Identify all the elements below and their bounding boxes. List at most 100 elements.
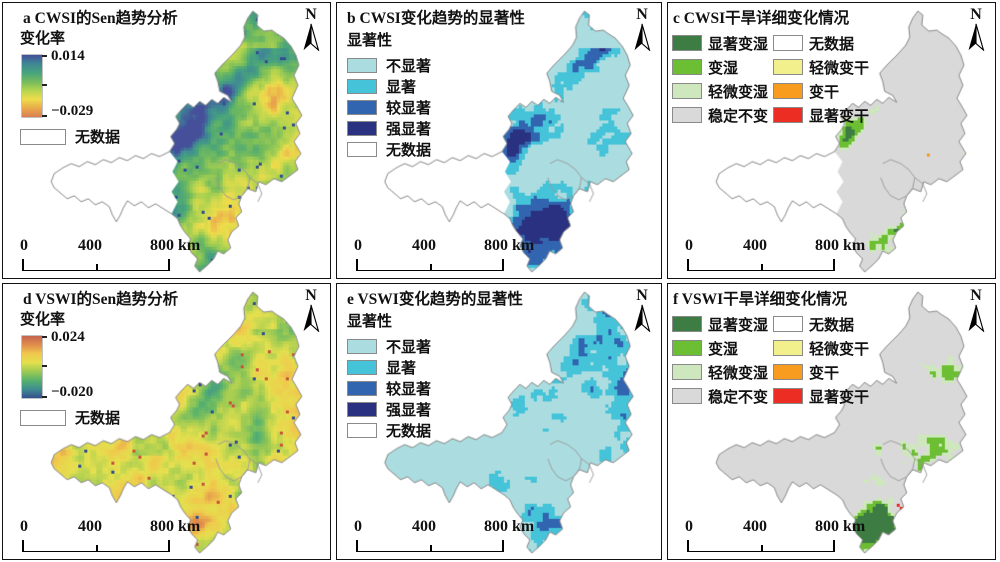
panel-title: b CWSI变化趋势的显著性	[347, 10, 525, 27]
legend-row: 变湿	[672, 55, 773, 79]
scale-label-400: 400	[412, 237, 436, 254]
legend-label: 显著	[386, 361, 417, 377]
legend-label: 显著变湿	[708, 317, 769, 334]
scale-bar: 0 400 800 km	[16, 237, 216, 273]
scale-label-800km: 800 km	[150, 518, 201, 535]
scale-bar: 0 400 800 km	[350, 237, 550, 273]
legend-swatch	[347, 121, 377, 136]
colorbar-tick	[42, 115, 47, 117]
legend-label: 无数据	[386, 143, 432, 159]
scale-label-0: 0	[20, 237, 28, 254]
panel-b-cwsi-significance: b CWSI变化趋势的显著性 显著性 不显著 显著 较显著 强显著 无数据 N …	[336, 2, 662, 279]
scale-label-800km: 800 km	[484, 518, 535, 535]
legend-row: 无数据	[347, 420, 431, 441]
legend-row: 强显著	[347, 399, 431, 420]
colorbar-title: 变化率	[20, 31, 66, 47]
legend-row: 强显著	[347, 118, 431, 139]
colorbar-tick	[42, 396, 47, 398]
legend-swatch	[773, 83, 804, 99]
scale-bar-mid-tick	[96, 264, 98, 270]
legend-row: 变湿	[672, 336, 773, 360]
legend-swatch	[347, 79, 377, 94]
legend-swatch	[672, 316, 702, 332]
no-data-swatch	[20, 409, 66, 426]
scale-label-0: 0	[20, 518, 28, 535]
legend-label: 显著变湿	[708, 36, 769, 53]
map-canvas-cwsi-detail	[668, 3, 995, 278]
legend-swatch	[347, 142, 377, 157]
significance-legend: 显著性 不显著 显著 较显著 强显著 无数据	[347, 310, 431, 441]
scale-label-0: 0	[685, 237, 693, 254]
scale-label-400: 400	[78, 518, 102, 535]
north-arrow-icon	[303, 304, 320, 332]
legend-label: 无数据	[809, 36, 855, 53]
detail-legend-right-column: 无数据 轻微变干 变干 显著变干	[773, 312, 874, 408]
legend-swatch	[347, 402, 377, 417]
colorbar-body: 0.014 −0.029	[20, 48, 150, 119]
legend-row: 显著变干	[773, 384, 874, 408]
scale-label-0: 0	[685, 518, 693, 535]
legend-row: 显著变湿	[672, 312, 773, 336]
legend-swatch	[773, 107, 804, 123]
panel-d-vswi-sen-trend: d VSWI的Sen趋势分析 变化率 0.024 −0.020 无数据 N	[2, 283, 331, 560]
north-label: N	[970, 6, 982, 23]
legend-swatch	[347, 381, 377, 396]
legend-row: 较显著	[347, 97, 431, 118]
legend-swatch	[347, 58, 377, 73]
north-arrow-icon	[303, 23, 320, 51]
scale-label-400: 400	[743, 237, 767, 254]
legend-title: 显著性	[347, 314, 393, 330]
scale-bar: 0 400 800 km	[681, 518, 881, 554]
legend-row: 轻微变湿	[672, 360, 773, 384]
legend-label: 轻微变湿	[708, 365, 769, 382]
detail-legend-left-column: 显著变湿 变湿 轻微变湿 稳定不变	[672, 312, 773, 408]
north-arrow-icon	[634, 304, 651, 332]
legend-swatch	[672, 107, 702, 123]
no-data-label: 无数据	[75, 130, 121, 146]
legend-swatch	[347, 360, 377, 375]
detail-legend-right-column: 无数据 轻微变干 变干 显著变干	[773, 31, 874, 127]
legend-label: 不显著	[386, 340, 432, 356]
legend-swatch	[773, 35, 804, 51]
legend-row: 不显著	[347, 55, 431, 76]
scale-bar-line	[356, 539, 504, 552]
north-label: N	[305, 287, 317, 304]
legend-label: 显著变干	[809, 389, 870, 406]
no-data-row: 无数据	[20, 126, 150, 147]
legend-label: 变干	[809, 84, 840, 101]
colorbar-min-value: −0.029	[51, 103, 94, 119]
detail-legend-left-column: 显著变湿 变湿 轻微变湿 稳定不变	[672, 31, 773, 127]
legend-label: 无数据	[809, 317, 855, 334]
legend-row: 显著	[347, 357, 431, 378]
north-label: N	[305, 6, 317, 23]
legend-swatch	[773, 59, 804, 75]
colorbar-tick	[42, 365, 47, 367]
legend-swatch	[773, 340, 804, 356]
legend-title: 显著性	[347, 33, 393, 49]
map-canvas-cwsi-significance	[337, 3, 661, 278]
panel-a-cwsi-sen-trend: a CWSI的Sen趋势分析 变化率 0.014 −0.029 无数据 N	[2, 2, 331, 279]
legend-label: 较显著	[386, 382, 432, 398]
legend-label: 变湿	[708, 60, 739, 77]
colorbar-tick	[42, 336, 47, 338]
north-label: N	[636, 6, 648, 23]
scale-bar-line	[687, 539, 835, 552]
colorbar-legend: 变化率 0.014 −0.029 无数据	[20, 27, 150, 147]
scale-bar-mid-tick	[96, 545, 98, 551]
legend-swatch	[347, 423, 377, 438]
scale-label-0: 0	[354, 237, 362, 254]
colorbar-tick	[42, 84, 47, 86]
legend-row: 稳定不变	[672, 103, 773, 127]
north-arrow-icon	[968, 23, 985, 51]
legend-label: 变湿	[708, 341, 739, 358]
panel-e-vswi-significance: e VSWI变化趋势的显著性 显著性 不显著 显著 较显著 强显著 无数据 N …	[336, 283, 662, 560]
panel-title: d VSWI的Sen趋势分析	[23, 291, 179, 308]
legend-label: 强显著	[386, 122, 432, 138]
legend-row: 变干	[773, 360, 874, 384]
scale-label-400: 400	[743, 518, 767, 535]
legend-label: 轻微变干	[809, 60, 870, 77]
colorbar-max-value: 0.024	[51, 329, 85, 345]
colorbar-tick	[42, 55, 47, 57]
scale-bar-line	[22, 539, 170, 552]
